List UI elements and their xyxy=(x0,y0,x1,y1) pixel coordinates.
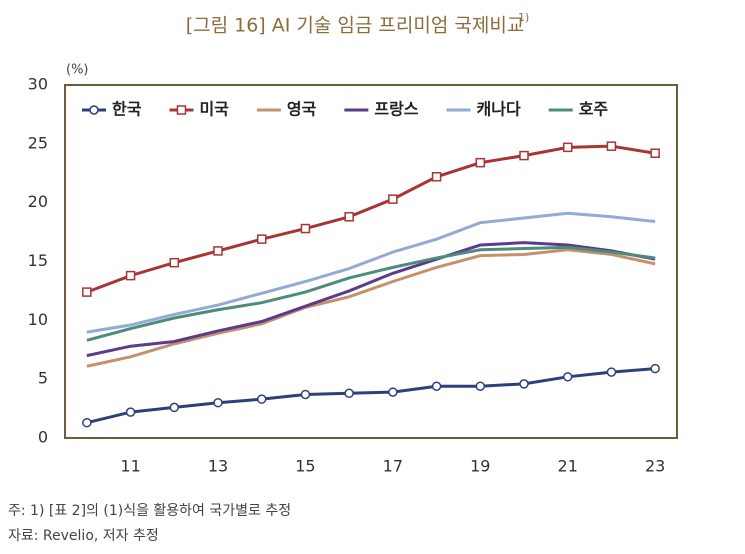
legend-marker xyxy=(89,105,99,115)
legend-label: 프랑스 xyxy=(374,100,418,119)
point xyxy=(431,172,442,182)
point xyxy=(256,394,267,404)
legend-label: 미국 xyxy=(199,100,229,119)
point xyxy=(431,381,442,391)
point xyxy=(169,257,180,268)
series-line xyxy=(86,144,656,294)
x-tick-label: 21 xyxy=(558,457,578,476)
point xyxy=(344,388,354,399)
point xyxy=(256,234,267,244)
point xyxy=(169,402,180,413)
point xyxy=(344,212,354,222)
point xyxy=(475,381,486,391)
title-superscript: 1) xyxy=(518,11,529,24)
series-line xyxy=(86,367,656,425)
point xyxy=(388,194,398,204)
point xyxy=(82,287,92,297)
legend-marker xyxy=(176,105,187,115)
point xyxy=(606,141,617,151)
y-tick-label: 30 xyxy=(28,75,48,94)
point xyxy=(125,270,136,281)
legend-label: 영국 xyxy=(287,100,317,119)
point xyxy=(125,407,136,417)
series-line xyxy=(86,241,656,358)
point xyxy=(519,150,529,161)
point xyxy=(519,379,529,389)
note: 주: 1) [표 2]의 (1)식을 활용하여 국가별로 추정 xyxy=(8,503,291,519)
point xyxy=(300,223,311,234)
point xyxy=(562,372,573,382)
legend-label: 호주 xyxy=(579,100,609,119)
series-line xyxy=(86,211,656,334)
x-tick-label: 13 xyxy=(208,457,228,476)
y-tick-label: 25 xyxy=(28,133,48,152)
y-tick-label: 0 xyxy=(38,428,48,447)
x-tick-label: 11 xyxy=(120,457,140,476)
point xyxy=(213,397,223,408)
series-line xyxy=(86,245,656,342)
source: 자료: Revelio, 저자 추정 xyxy=(8,528,159,544)
point xyxy=(562,142,573,153)
plot-frame xyxy=(64,84,678,439)
x-tick-label: 19 xyxy=(470,457,490,476)
y-tick-label: 15 xyxy=(28,251,48,270)
point xyxy=(475,157,486,168)
point xyxy=(650,148,660,158)
legend-label: 캐나다 xyxy=(477,100,521,119)
series-line xyxy=(86,248,656,368)
point xyxy=(606,367,617,377)
y-tick-label: 20 xyxy=(28,192,48,211)
point xyxy=(388,387,398,397)
x-tick-label: 15 xyxy=(295,457,315,476)
point xyxy=(650,363,660,374)
x-tick-label: 23 xyxy=(645,457,665,476)
point xyxy=(300,389,311,400)
y-tick-label: 5 xyxy=(38,369,48,388)
legend-label: 한국 xyxy=(112,100,142,119)
point xyxy=(82,417,92,428)
y-unit: (%) xyxy=(66,63,89,78)
point xyxy=(213,246,223,256)
x-tick-label: 17 xyxy=(383,457,403,476)
y-tick-label: 10 xyxy=(28,310,48,329)
chart-title: [그림 16] AI 기술 임금 프리미엄 국제비교 xyxy=(186,15,525,37)
